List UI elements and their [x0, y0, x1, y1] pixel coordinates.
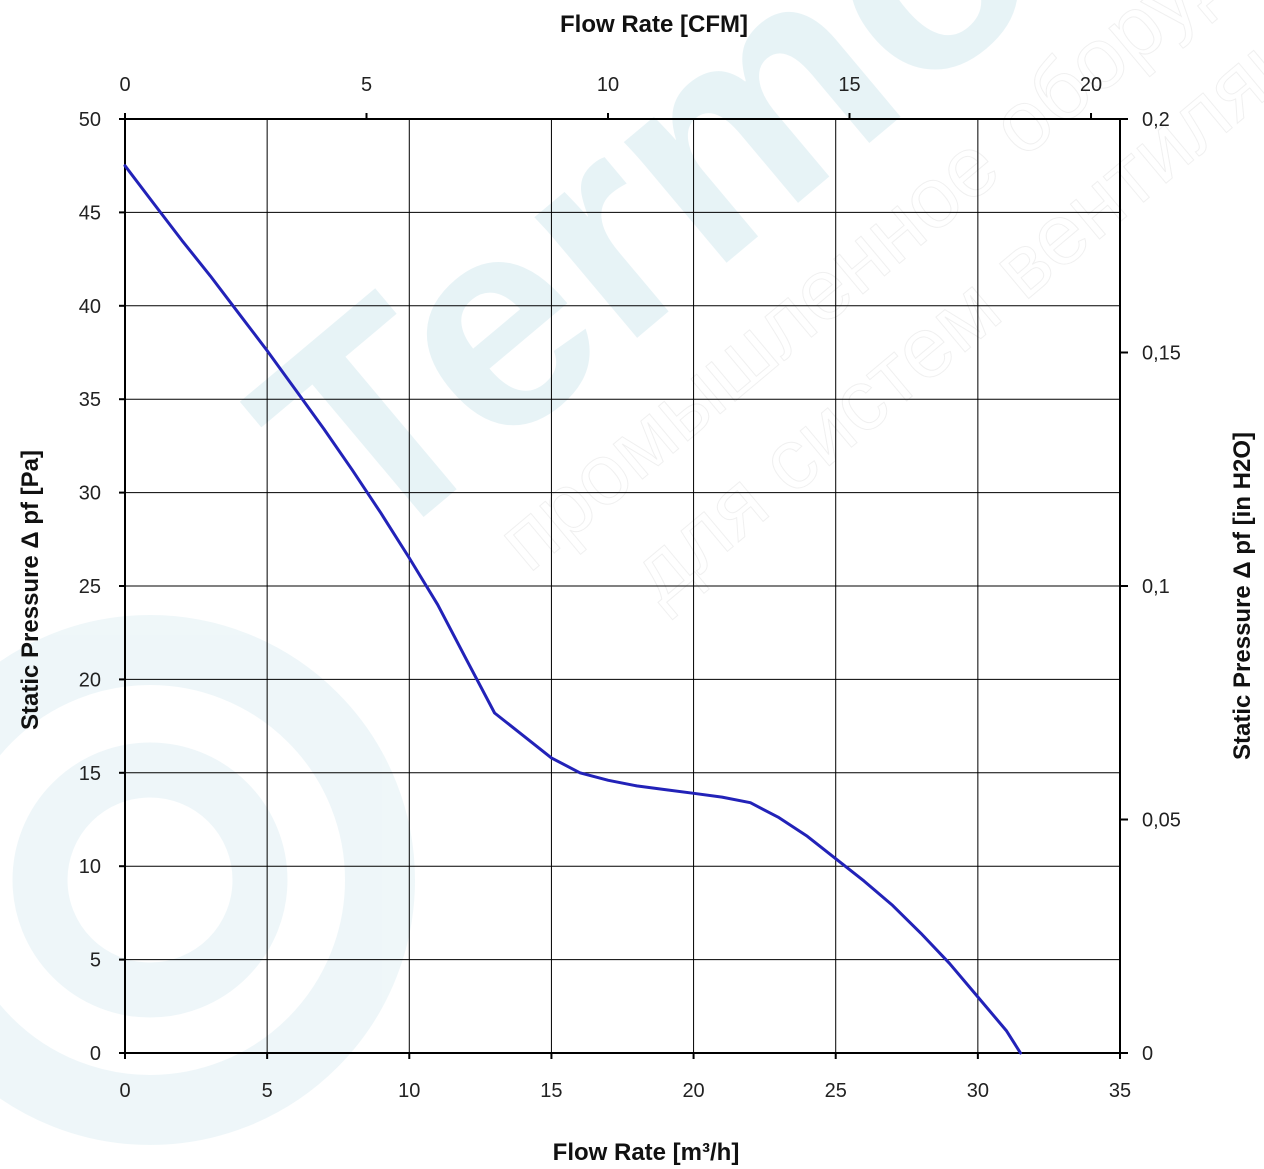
grid — [124, 118, 1121, 1054]
x-tick-label: 25 — [825, 1080, 847, 1102]
x2-tick-label: 5 — [361, 74, 372, 96]
y-tick-label: 45 — [79, 202, 101, 224]
y-tick-label: 10 — [79, 856, 101, 878]
y-tick-label: 15 — [79, 763, 101, 785]
y-tick-label: 25 — [79, 576, 101, 598]
x2-tick-label: 15 — [838, 74, 860, 96]
x-tick-label: 30 — [967, 1080, 989, 1102]
x-tick-label: 35 — [1109, 1080, 1131, 1102]
x2-axis-ticks: 0 5 10 15 20 — [119, 74, 1102, 96]
y-tick-label: 5 — [90, 950, 101, 972]
y2-axis-ticks: 0 0,05 0,1 0,15 0,2 — [1142, 109, 1181, 1065]
x2-axis-title: Flow Rate [CFM] — [560, 11, 748, 38]
x2-tick-label: 10 — [597, 74, 619, 96]
x-tick-label: 15 — [540, 1080, 562, 1102]
pressure-curve — [123, 164, 1022, 1055]
y-tick-label: 20 — [79, 669, 101, 691]
x-axis-ticks: 0 5 10 15 20 25 30 35 — [119, 1080, 1131, 1102]
x-axis-title: Flow Rate [m³/h] — [553, 1139, 740, 1166]
x-tick-label: 20 — [682, 1080, 704, 1102]
y-tick-label: 30 — [79, 483, 101, 505]
y-axis-title: Static Pressure Δ pf [Pa] — [17, 450, 44, 730]
watermark-logo-ring-outer — [0, 615, 415, 1145]
y2-tick-label: 0,1 — [1142, 576, 1170, 598]
y2-tick-label: 0,2 — [1142, 109, 1170, 131]
y-axis-ticks: 0 5 10 15 20 25 30 35 40 45 50 — [79, 109, 101, 1065]
y-tick-label: 40 — [79, 296, 101, 318]
x-tick-label: 5 — [262, 1080, 273, 1102]
y2-tick-label: 0,15 — [1142, 343, 1181, 365]
y2-tick-label: 0 — [1142, 1043, 1153, 1065]
y-tick-label: 35 — [79, 389, 101, 411]
x-tick-label: 0 — [119, 1080, 130, 1102]
y2-tick-label: 0,05 — [1142, 810, 1181, 832]
x2-tick-label: 20 — [1080, 74, 1102, 96]
y-tick-label: 0 — [90, 1043, 101, 1065]
y-tick-label: 50 — [79, 109, 101, 131]
tick-marks — [119, 113, 1128, 1059]
x2-tick-label: 0 — [119, 74, 130, 96]
x-tick-label: 10 — [398, 1080, 420, 1102]
y2-axis-title: Static Pressure Δ pf [in H2O] — [1229, 432, 1256, 760]
watermark-logo-ring-inner — [12, 742, 288, 1018]
